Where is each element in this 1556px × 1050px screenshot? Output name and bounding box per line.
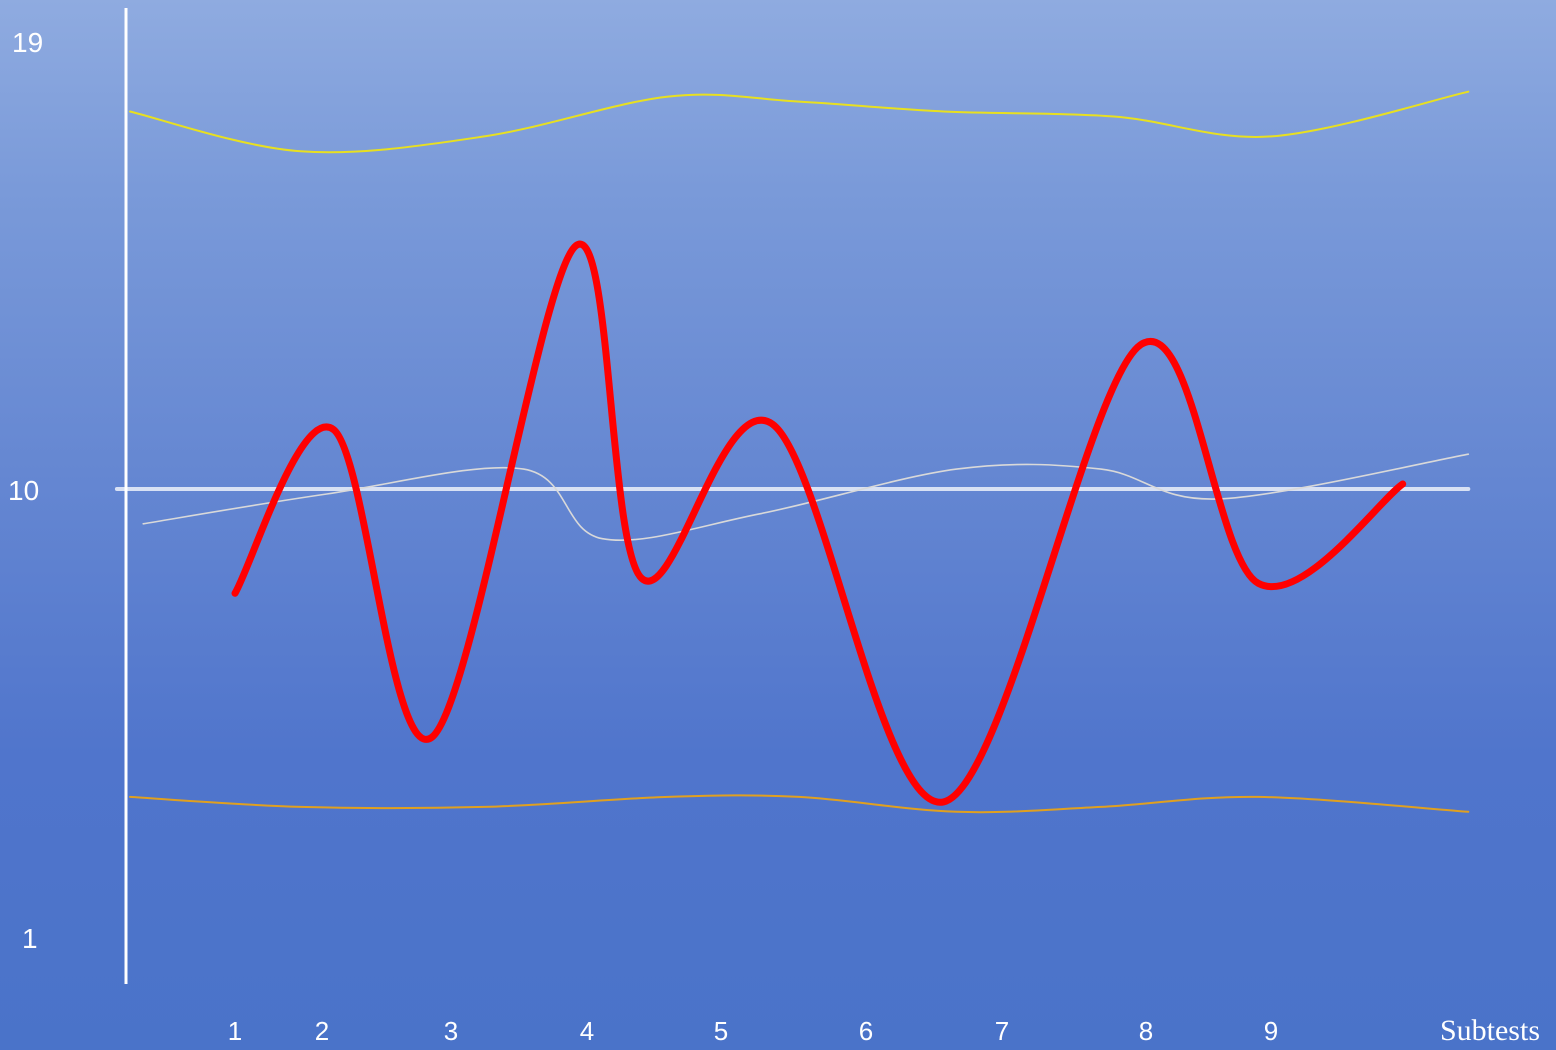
lower-band <box>129 794 1470 814</box>
score-line <box>231 240 1407 806</box>
x-tick-label: 4 <box>580 1016 594 1046</box>
y-tick-label: 10 <box>8 475 39 506</box>
y-tick-layer: 19 10 1 <box>8 27 43 954</box>
x-tick-label: 1 <box>228 1016 242 1046</box>
x-tick-label: 8 <box>1139 1016 1153 1046</box>
upper-band <box>129 90 1470 154</box>
mean-line <box>142 453 1470 542</box>
x-tick-label: 2 <box>315 1016 329 1046</box>
y-tick-label: 1 <box>22 923 38 954</box>
x-tick-label: 9 <box>1264 1016 1278 1046</box>
x-tick-layer: 1 2 3 4 5 6 7 8 9 <box>228 1016 1278 1046</box>
x-tick-label: 7 <box>995 1016 1009 1046</box>
x-tick-label: 5 <box>714 1016 728 1046</box>
series-layer <box>114 90 1471 814</box>
x-axis-label: Subtests <box>1440 1014 1540 1047</box>
y-tick-label: 19 <box>12 27 43 58</box>
x-tick-label: 3 <box>444 1016 458 1046</box>
x-tick-label: 6 <box>859 1016 873 1046</box>
